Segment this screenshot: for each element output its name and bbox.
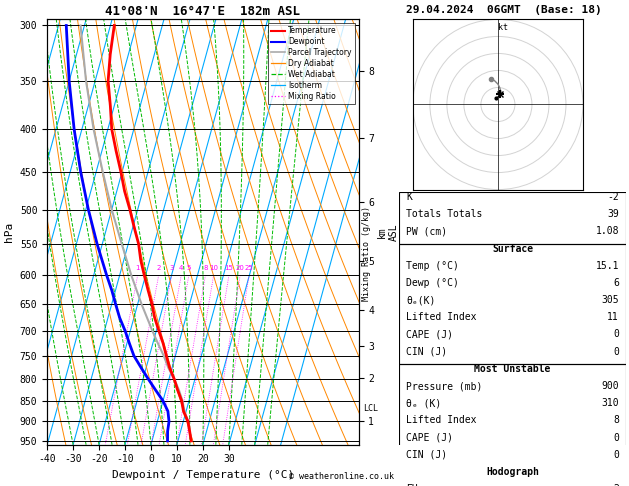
Text: 39: 39: [608, 209, 619, 219]
Text: K: K: [406, 192, 412, 202]
Text: 900: 900: [601, 381, 619, 391]
Text: LCL: LCL: [363, 404, 377, 413]
Text: 20: 20: [236, 265, 245, 271]
Text: kt: kt: [498, 23, 508, 32]
Text: PW (cm): PW (cm): [406, 226, 447, 236]
X-axis label: Dewpoint / Temperature (°C): Dewpoint / Temperature (°C): [112, 470, 294, 480]
Text: © weatheronline.co.uk: © weatheronline.co.uk: [289, 472, 394, 481]
Text: 4: 4: [179, 265, 184, 271]
Text: 1.08: 1.08: [596, 226, 619, 236]
Text: CAPE (J): CAPE (J): [406, 433, 454, 443]
Legend: Temperature, Dewpoint, Parcel Trajectory, Dry Adiabat, Wet Adiabat, Isotherm, Mi: Temperature, Dewpoint, Parcel Trajectory…: [269, 23, 355, 104]
Text: 10: 10: [209, 265, 218, 271]
Text: 25: 25: [245, 265, 253, 271]
Text: 29.04.2024  06GMT  (Base: 18): 29.04.2024 06GMT (Base: 18): [406, 5, 601, 15]
Text: 0: 0: [613, 433, 619, 443]
Text: CAPE (J): CAPE (J): [406, 330, 454, 339]
Bar: [399, 364, 626, 467]
Text: CIN (J): CIN (J): [406, 347, 447, 357]
Text: Hodograph: Hodograph: [486, 467, 539, 477]
Text: 15.1: 15.1: [596, 260, 619, 271]
Text: θₑ(K): θₑ(K): [406, 295, 436, 305]
Title: 41°08'N  16°47'E  182m ASL: 41°08'N 16°47'E 182m ASL: [105, 5, 301, 18]
Text: Temp (°C): Temp (°C): [406, 260, 459, 271]
Text: 0: 0: [613, 347, 619, 357]
Bar: [399, 243, 626, 364]
Text: EH: EH: [406, 484, 418, 486]
Text: 11: 11: [608, 312, 619, 322]
Text: 305: 305: [601, 295, 619, 305]
Text: 8: 8: [613, 416, 619, 425]
Text: -2: -2: [608, 192, 619, 202]
Text: 310: 310: [601, 398, 619, 408]
Text: 1: 1: [135, 265, 140, 271]
Y-axis label: km
ASL: km ASL: [377, 223, 399, 241]
Text: 2: 2: [157, 265, 161, 271]
Y-axis label: hPa: hPa: [4, 222, 14, 242]
Text: 5: 5: [187, 265, 191, 271]
Text: Lifted Index: Lifted Index: [406, 312, 477, 322]
Bar: [399, 467, 626, 486]
Text: Mixing Ratio (g/kg): Mixing Ratio (g/kg): [362, 206, 370, 301]
Text: 6: 6: [613, 278, 619, 288]
Text: Surface: Surface: [492, 243, 533, 254]
Text: 3: 3: [169, 265, 174, 271]
Text: CIN (J): CIN (J): [406, 450, 447, 460]
Text: Lifted Index: Lifted Index: [406, 416, 477, 425]
Text: Most Unstable: Most Unstable: [474, 364, 551, 374]
Text: 15: 15: [225, 265, 233, 271]
Text: θₑ (K): θₑ (K): [406, 398, 442, 408]
Bar: [399, 192, 626, 243]
Text: Dewp (°C): Dewp (°C): [406, 278, 459, 288]
Text: Pressure (mb): Pressure (mb): [406, 381, 482, 391]
Text: 8: 8: [203, 265, 208, 271]
Text: 0: 0: [613, 330, 619, 339]
Text: Totals Totals: Totals Totals: [406, 209, 482, 219]
Text: 0: 0: [613, 450, 619, 460]
Text: 2: 2: [613, 484, 619, 486]
